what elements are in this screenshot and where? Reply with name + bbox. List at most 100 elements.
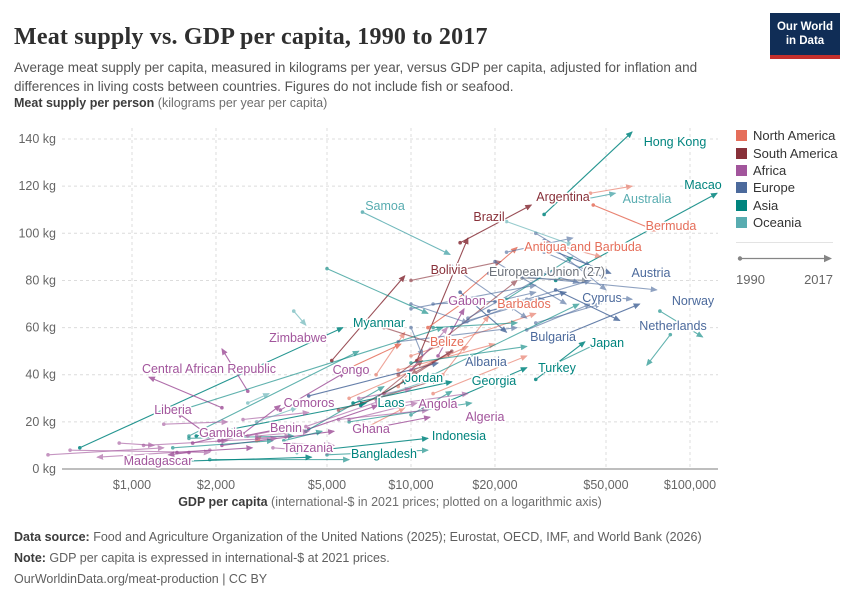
trajectory-line[interactable] — [410, 326, 449, 371]
trajectory-line[interactable] — [410, 350, 453, 376]
trajectory-line[interactable] — [256, 406, 298, 423]
country-label[interactable]: Barbados — [496, 296, 553, 313]
country-label[interactable]: Algeria — [464, 409, 506, 426]
trajectory-line[interactable] — [163, 419, 229, 426]
trajectory-line[interactable] — [47, 445, 165, 456]
country-label[interactable]: Samoa — [364, 198, 407, 215]
trajectory-line[interactable] — [442, 315, 490, 376]
trajectory-line[interactable] — [427, 298, 469, 329]
trajectory-line[interactable] — [488, 272, 658, 293]
trajectory-line[interactable] — [242, 410, 310, 421]
trajectory-line[interactable] — [172, 438, 274, 449]
trajectory-line[interactable] — [247, 393, 271, 404]
country-label[interactable]: Gabon — [447, 293, 488, 310]
trajectory-line[interactable] — [352, 380, 453, 404]
trajectory-line[interactable] — [410, 344, 528, 364]
trajectory-line[interactable] — [242, 404, 282, 435]
country-label[interactable]: Indonesia — [430, 428, 487, 445]
trajectory-line[interactable] — [256, 428, 310, 437]
trajectory-line[interactable] — [410, 303, 469, 324]
trajectory-line[interactable] — [526, 303, 592, 331]
trajectory-line[interactable] — [506, 256, 574, 300]
country-label[interactable]: Myanmar — [351, 315, 406, 332]
country-label[interactable]: Cyprus — [581, 290, 624, 307]
trajectory-line[interactable] — [338, 378, 439, 411]
country-label[interactable]: Macao — [683, 177, 724, 194]
legend-item[interactable]: Europe — [736, 179, 844, 196]
trajectory-line[interactable] — [416, 237, 469, 361]
trajectory-line[interactable] — [584, 294, 634, 302]
trajectory-line[interactable] — [296, 436, 429, 454]
country-label[interactable]: Japan — [588, 335, 625, 352]
country-label[interactable]: Madagascar — [122, 453, 194, 470]
country-label[interactable]: Georgia — [470, 373, 518, 390]
country-label[interactable]: Angola — [417, 396, 459, 413]
trajectory-line[interactable] — [180, 326, 444, 411]
country-label[interactable]: Zimbabwe — [268, 330, 329, 347]
country-label[interactable]: Bolivia — [429, 262, 469, 279]
trajectory-line[interactable] — [383, 391, 469, 406]
country-label[interactable]: Albania — [464, 354, 509, 371]
trajectory-line[interactable] — [551, 343, 597, 366]
trajectory-line[interactable] — [308, 404, 379, 430]
trajectory-line[interactable] — [547, 242, 603, 259]
country-label[interactable]: Liberia — [153, 402, 194, 419]
trajectory-line[interactable] — [410, 259, 502, 281]
legend-item[interactable]: Oceania — [736, 214, 844, 231]
trajectory-line[interactable] — [535, 270, 580, 285]
trajectory-line[interactable] — [488, 290, 568, 312]
trajectory-line[interactable] — [559, 303, 641, 338]
trajectory-line[interactable] — [432, 355, 528, 395]
trajectory-line[interactable] — [494, 261, 568, 305]
trajectory-line[interactable] — [578, 191, 617, 201]
trajectory-line[interactable] — [96, 449, 210, 460]
trajectory-line[interactable] — [535, 341, 586, 380]
trajectory-line[interactable] — [526, 279, 592, 300]
trajectory-line[interactable] — [543, 131, 633, 215]
country-label[interactable]: Argentina — [535, 189, 592, 206]
owid-logo[interactable]: Our World in Data — [770, 13, 840, 59]
trajectory-line[interactable] — [280, 371, 346, 411]
trajectory-line[interactable] — [590, 184, 634, 194]
trajectory-line[interactable] — [326, 447, 429, 456]
trajectory-line[interactable] — [659, 310, 704, 338]
trajectory-line[interactable] — [344, 343, 402, 371]
trajectory-line[interactable] — [506, 236, 574, 253]
trajectory-line[interactable] — [543, 246, 612, 274]
trajectory-line[interactable] — [218, 427, 282, 442]
trajectory-line[interactable] — [221, 347, 249, 392]
trajectory-line[interactable] — [410, 327, 424, 357]
country-label[interactable]: Australia — [621, 191, 673, 208]
trajectory-line[interactable] — [143, 438, 229, 446]
legend-item[interactable]: Asia — [736, 197, 844, 214]
trajectory-line[interactable] — [432, 303, 580, 376]
trajectory-line[interactable] — [247, 427, 285, 437]
trajectory-line[interactable] — [646, 334, 671, 367]
trajectory-line[interactable] — [331, 274, 406, 361]
country-label[interactable]: European Union (27) — [487, 264, 606, 281]
trajectory-line[interactable] — [433, 296, 546, 305]
country-label[interactable]: Central African Republic — [140, 361, 277, 378]
trajectory-line[interactable] — [506, 220, 574, 246]
country-label[interactable]: Bangladesh — [349, 446, 418, 463]
trajectory-line[interactable] — [293, 310, 307, 326]
trajectory-line[interactable] — [543, 239, 607, 291]
country-label[interactable]: Bulgaria — [529, 329, 578, 346]
trajectory-line[interactable] — [555, 192, 718, 281]
footer-citation-link[interactable]: OurWorldinData.org/meat-production | CC … — [14, 572, 268, 586]
trajectory-line[interactable] — [167, 451, 190, 458]
country-label[interactable]: Bermuda — [644, 218, 698, 235]
trajectory-line[interactable] — [358, 407, 406, 432]
country-label[interactable]: Turkey — [537, 360, 578, 377]
trajectory-line[interactable] — [326, 268, 429, 314]
country-label[interactable]: Tanzania — [281, 440, 334, 457]
trajectory-line[interactable] — [494, 290, 537, 303]
trajectory-line[interactable] — [358, 386, 412, 399]
legend-item[interactable]: North America — [736, 127, 844, 144]
trajectory-line[interactable] — [397, 279, 518, 376]
trajectory-line[interactable] — [79, 327, 344, 449]
trajectory-line[interactable] — [459, 204, 533, 244]
country-label[interactable]: Austria — [630, 265, 672, 282]
country-label[interactable]: Gambia — [198, 425, 245, 442]
trajectory-line[interactable] — [256, 433, 292, 440]
